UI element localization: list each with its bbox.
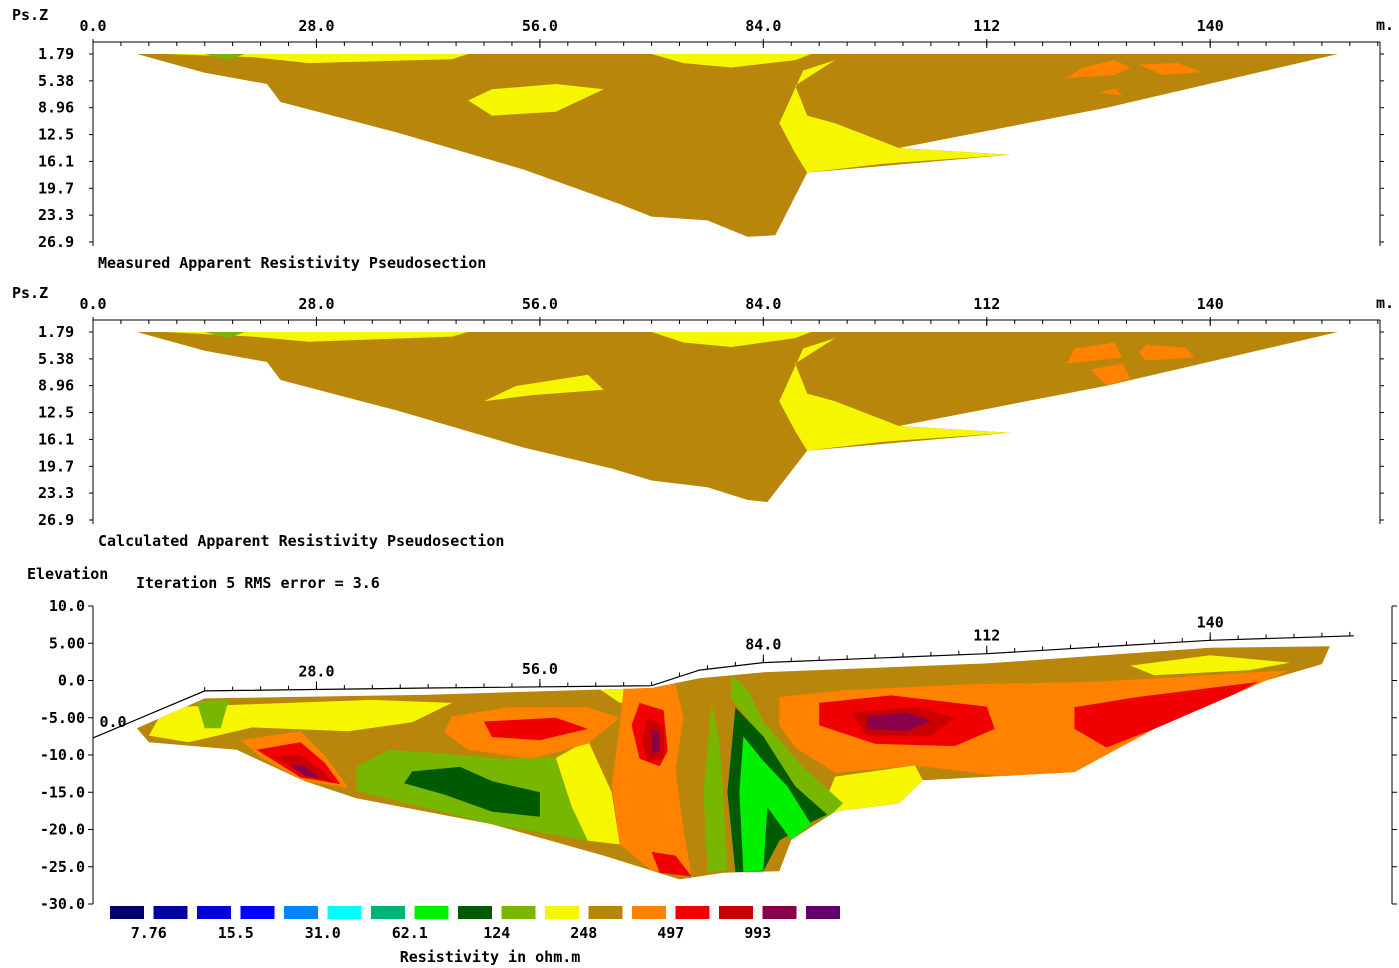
legend-label: 31.0 — [305, 924, 341, 942]
y-tick-label: 1.79 — [38, 45, 74, 63]
legend-label: 62.1 — [392, 924, 428, 942]
legend-swatch — [328, 906, 362, 919]
elevation-tick-label: -5.00 — [40, 709, 85, 727]
x-tick-label: 28.0 — [298, 17, 334, 35]
legend-swatch — [371, 906, 405, 919]
surface-x-label: 84.0 — [745, 636, 781, 654]
y-tick-label: 1.79 — [38, 323, 74, 341]
measured-pseudosection: Ps.Z m. 0.0 28.0 56.0 84.0 112 140 1.79 5.38 8.9… — [12, 6, 1394, 272]
legend-swatch — [241, 906, 275, 919]
y-tick-label: 26.9 — [38, 511, 74, 529]
legend-swatch — [763, 906, 797, 919]
y-tick-label: 19.7 — [38, 179, 74, 197]
legend-swatch — [415, 906, 449, 919]
elevation-tick-label: -20.0 — [40, 821, 85, 839]
legend-swatches — [110, 906, 840, 919]
y-tick-label: 8.96 — [38, 377, 74, 395]
legend-swatch — [545, 906, 579, 919]
iteration-rms-label: Iteration 5 RMS error = 3.6 — [136, 574, 380, 592]
x-tick-label: 112 — [973, 17, 1000, 35]
legend-label: 7.76 — [131, 924, 167, 942]
surface-x-label: 28.0 — [298, 662, 334, 680]
measured-x-unit-label: m. — [1376, 16, 1394, 34]
legend-swatch — [110, 906, 144, 919]
legend-swatch — [589, 906, 623, 919]
surface-x-label: 140 — [1197, 613, 1224, 631]
legend-swatch — [458, 906, 492, 919]
elevation-tick-label: -25.0 — [40, 858, 85, 876]
legend-label: 497 — [657, 924, 684, 942]
legend-label: 993 — [744, 924, 771, 942]
x-tick-label: 112 — [973, 295, 1000, 313]
elevation-tick-label: 10.0 — [49, 597, 85, 615]
measured-section-title: Measured Apparent Resistivity Pseudosect… — [98, 254, 486, 272]
calculated-pseudosection: Ps.Z m. 0.0 28.0 56.0 84.0 112 140 1.79 5.38 8.9… — [12, 284, 1394, 550]
surface-x-label: 0.0 — [99, 713, 126, 731]
inverse-model-section: Elevation Iteration 5 RMS error = 3.6 0.… — [27, 565, 1397, 913]
elevation-tick-label: 5.00 — [49, 634, 85, 652]
x-tick-label: 28.0 — [298, 295, 334, 313]
x-tick-label: 56.0 — [522, 17, 558, 35]
legend-swatch — [632, 906, 666, 919]
legend-swatch — [719, 906, 753, 919]
surface-x-label: 56.0 — [522, 660, 558, 678]
legend-label: 15.5 — [218, 924, 254, 942]
legend-label: 124 — [483, 924, 510, 942]
elevation-tick-label: -10.0 — [40, 746, 85, 764]
elevation-tick-label: 0.0 — [58, 672, 85, 690]
y-tick-label: 5.38 — [38, 350, 74, 368]
y-tick-label: 8.96 — [38, 99, 74, 117]
y-tick-label: 23.3 — [38, 206, 74, 224]
legend-swatch — [197, 906, 231, 919]
x-tick-label: 84.0 — [745, 17, 781, 35]
calculated-plot-area — [137, 332, 1338, 502]
legend-swatch — [154, 906, 188, 919]
x-tick-label: 84.0 — [745, 295, 781, 313]
resistivity-legend: 7.76 15.5 31.0 62.1 124 248 497 993 Resistivity… — [110, 906, 840, 966]
y-tick-label: 26.9 — [38, 233, 74, 251]
legend-labels: 7.76 15.5 31.0 62.1 124 248 497 993 — [131, 924, 772, 942]
y-tick-label: 5.38 — [38, 72, 74, 90]
elevation-axis-title: Elevation — [27, 565, 108, 583]
measured-plot-area — [137, 54, 1338, 237]
y-tick-label: 19.7 — [38, 457, 74, 475]
x-tick-label: 140 — [1197, 295, 1224, 313]
elevation-tick-label: -15.0 — [40, 783, 85, 801]
calculated-x-unit-label: m. — [1376, 294, 1394, 312]
x-tick-label: 56.0 — [522, 295, 558, 313]
y-tick-label: 12.5 — [38, 404, 74, 422]
legend-swatch — [676, 906, 710, 919]
x-tick-label: 140 — [1197, 17, 1224, 35]
y-tick-label: 23.3 — [38, 484, 74, 502]
y-tick-label: 16.1 — [38, 152, 74, 170]
model-region-27 — [652, 729, 660, 754]
legend-title: Resistivity in ohm.m — [400, 948, 581, 966]
legend-swatch — [502, 906, 536, 919]
elevation-tick-label: -30.0 — [40, 895, 85, 913]
calculated-section-title: Calculated Apparent Resistivity Pseudose… — [98, 532, 504, 550]
legend-swatch — [806, 906, 840, 919]
legend-label: 248 — [570, 924, 597, 942]
surface-x-label: 112 — [973, 627, 1000, 645]
y-tick-label: 16.1 — [38, 430, 74, 448]
x-tick-label: 0.0 — [79, 295, 106, 313]
measured-y-axis-title: Ps.Z — [12, 6, 48, 24]
section-background — [137, 54, 1338, 237]
calculated-y-axis-title: Ps.Z — [12, 284, 48, 302]
x-tick-label: 0.0 — [79, 17, 106, 35]
model-plot-area — [137, 646, 1330, 879]
legend-swatch — [284, 906, 318, 919]
y-tick-label: 12.5 — [38, 126, 74, 144]
